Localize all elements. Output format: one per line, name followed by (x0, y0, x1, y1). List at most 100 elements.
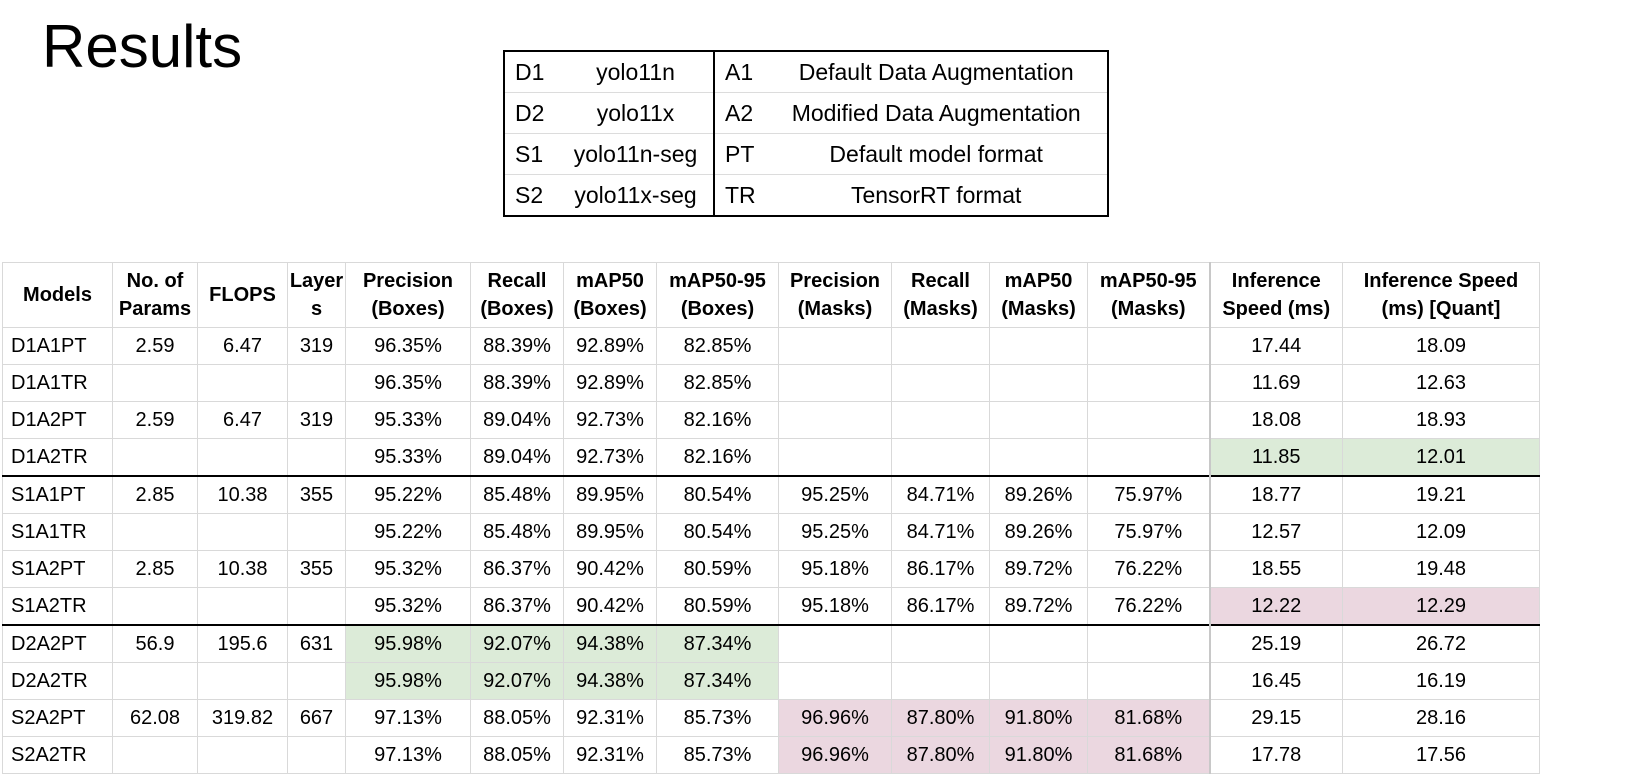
column-header: FLOPS (197, 262, 288, 328)
table-cell: 92.73% (563, 438, 657, 477)
table-cell: 2.59 (112, 327, 198, 365)
table-cell (287, 513, 346, 551)
table-cell: 95.32% (345, 587, 471, 626)
table-cell: 87.80% (891, 736, 990, 774)
table-cell: 12.29 (1342, 587, 1540, 626)
table-cell: 84.71% (891, 513, 990, 551)
legend-description: Default Data Augmentation (798, 58, 1074, 85)
table-cell: 90.42% (563, 587, 657, 626)
table-cell: 355 (287, 475, 346, 514)
table-row: S1A2TR 95.32% 86.37% 90.42% 80.59% 95.18% 86.1… (2, 587, 1540, 626)
legend-row: D1 yolo11n A1 Default Data Augmentation (504, 51, 1108, 93)
table-cell: 89.26% (989, 513, 1088, 551)
table-cell: 97.13% (345, 699, 471, 737)
table-cell (891, 438, 990, 477)
legend-code: TR (713, 174, 766, 216)
table-cell: 10.38 (197, 550, 288, 588)
table-cell (989, 624, 1088, 663)
column-header-line: mAP50-95 (669, 270, 766, 292)
table-cell: 95.25% (778, 475, 892, 514)
table-cell: 81.68% (1087, 699, 1210, 737)
table-cell: 18.55 (1208, 550, 1343, 588)
table-cell (778, 662, 892, 700)
table-cell: 319 (287, 401, 346, 439)
table-cell: 12.63 (1342, 364, 1540, 402)
table-cell: 56.9 (112, 624, 198, 663)
table-cell: 95.25% (778, 513, 892, 551)
table-cell: 89.04% (470, 401, 564, 439)
table-cell (1087, 438, 1210, 477)
legend-description: Modified Data Augmentation (765, 92, 1108, 134)
table-cell (989, 401, 1088, 439)
table-cell: 88.39% (470, 364, 564, 402)
table-cell: 86.37% (470, 587, 564, 626)
table-cell: 28.16 (1342, 699, 1540, 737)
legend-code: S2 (504, 174, 558, 216)
model-name-cell: D2A2TR (2, 662, 113, 700)
table-cell (891, 401, 990, 439)
table-cell: 95.98% (345, 624, 471, 663)
table-cell: 2.59 (112, 401, 198, 439)
table-cell (891, 662, 990, 700)
table-cell: 2.85 (112, 550, 198, 588)
table-cell (1087, 662, 1210, 700)
model-name-cell: D1A1TR (2, 364, 113, 402)
table-cell: 89.72% (989, 587, 1088, 626)
table-cell: 85.73% (656, 736, 779, 774)
table-cell: 667 (287, 699, 346, 737)
legend-code: S1 (504, 133, 558, 175)
table-cell (197, 662, 288, 700)
table-cell: 95.33% (345, 401, 471, 439)
column-header-line: Speed (ms) (1222, 298, 1331, 320)
table-cell: 12.22 (1208, 587, 1343, 626)
column-header-line: s (310, 298, 323, 320)
column-header: Inference Speed (ms) (1208, 262, 1343, 328)
table-cell: 80.59% (656, 587, 779, 626)
column-header-line: Precision (789, 270, 881, 292)
column-header-line: (Boxes) (480, 298, 554, 320)
table-cell: 95.33% (345, 438, 471, 477)
column-header: Precision (Masks) (778, 262, 892, 328)
legend-code: D1 (515, 58, 545, 85)
table-cell: 82.85% (656, 327, 779, 365)
table-cell: 12.57 (1208, 513, 1343, 551)
table-cell: 11.85 (1208, 438, 1343, 477)
table-row: D1A1TR 96.35% 88.39% 92.89% 82.85% 11.69 12.63 (2, 364, 1540, 402)
table-cell: 18.08 (1208, 401, 1343, 439)
column-header-line: Recall (911, 270, 970, 292)
table-cell: 87.80% (891, 699, 990, 737)
table-cell: 95.22% (345, 475, 471, 514)
table-cell: 96.96% (778, 699, 892, 737)
table-cell (1087, 401, 1210, 439)
legend-code: PT (713, 133, 766, 175)
table-cell: 86.17% (891, 550, 990, 588)
table-cell: 92.07% (470, 662, 564, 700)
table-cell: 75.97% (1087, 513, 1210, 551)
table-cell: 89.26% (989, 475, 1088, 514)
table-cell: 88.05% (470, 736, 564, 774)
column-header-line: (Masks) (1111, 298, 1186, 320)
table-cell: 96.35% (345, 364, 471, 402)
table-cell: 94.38% (563, 662, 657, 700)
table-cell: 85.73% (656, 699, 779, 737)
legend-model-name: yolo11n (596, 58, 675, 85)
table-cell: 86.17% (891, 587, 990, 626)
column-header: mAP50 (Masks) (989, 262, 1088, 328)
column-header: Recall (Boxes) (470, 262, 564, 328)
table-cell: 17.56 (1342, 736, 1540, 774)
table-cell: 90.42% (563, 550, 657, 588)
legend-model-name: yolo11n-seg (558, 133, 714, 175)
table-cell (197, 438, 288, 477)
column-header-line: (Boxes) (573, 298, 647, 320)
legend-table: D1 yolo11n A1 Default Data Augmentation D2 yo… (503, 50, 1109, 217)
table-cell (287, 587, 346, 626)
table-cell (197, 513, 288, 551)
table-cell (112, 513, 198, 551)
table-cell: 18.93 (1342, 401, 1540, 439)
page-title: Results (42, 13, 243, 80)
table-cell (112, 587, 198, 626)
column-header-line: mAP50 (1004, 270, 1073, 292)
column-header-line: Inference Speed (1363, 270, 1519, 292)
legend-row: S1 yolo11n-seg PT Default model format (504, 133, 1108, 175)
table-cell: 17.44 (1208, 327, 1343, 365)
